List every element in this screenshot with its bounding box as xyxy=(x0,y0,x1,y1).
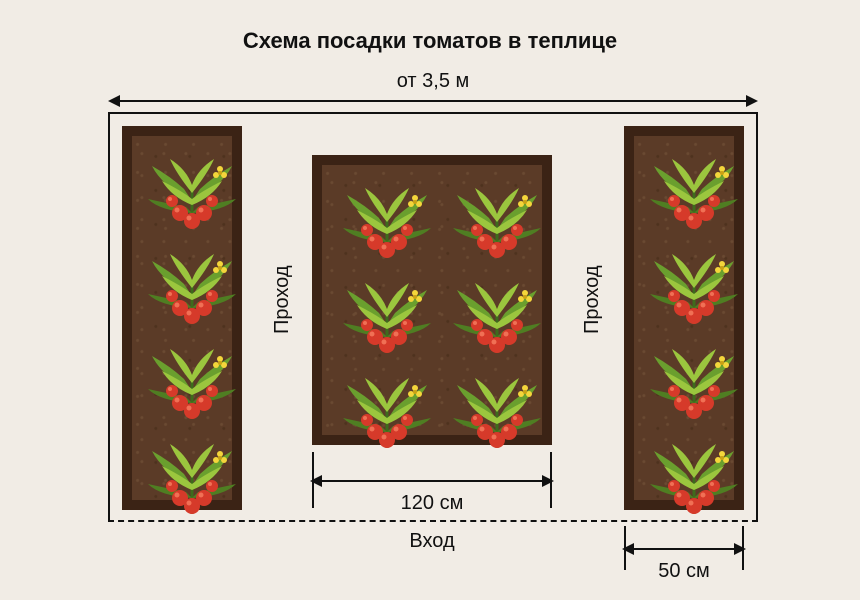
planting-bed-left xyxy=(122,126,242,510)
tomato-plant-icon xyxy=(447,180,547,260)
dimension-center-line xyxy=(312,480,552,482)
tomato-plant-icon xyxy=(142,436,242,516)
tomato-plant-icon xyxy=(644,151,744,231)
tomato-plant-icon xyxy=(644,341,744,421)
planting-bed-center xyxy=(312,155,552,445)
entrance-label: Вход xyxy=(312,530,552,553)
dimension-top-label: от 3,5 м xyxy=(110,70,756,93)
tomato-plant-icon xyxy=(644,436,744,516)
tomato-plant-icon xyxy=(447,370,547,450)
tomato-plant-icon xyxy=(142,341,242,421)
diagram-title: Схема посадки томатов в теплице xyxy=(0,28,860,54)
dimension-top-line xyxy=(110,100,756,102)
tomato-plant-icon xyxy=(447,275,547,355)
tomato-plant-icon xyxy=(337,275,437,355)
tomato-plant-icon xyxy=(644,246,744,326)
dimension-right-line xyxy=(624,548,744,550)
planting-bed-right xyxy=(624,126,744,510)
passage-label-left: Проход xyxy=(272,200,292,400)
tomato-plant-icon xyxy=(142,151,242,231)
dimension-center-label: 120 см xyxy=(312,492,552,515)
passage-label-right: Проход xyxy=(582,200,602,400)
tomato-plant-icon xyxy=(142,246,242,326)
tomato-plant-icon xyxy=(337,370,437,450)
dimension-right-label: 50 см xyxy=(624,560,744,583)
tomato-plant-icon xyxy=(337,180,437,260)
